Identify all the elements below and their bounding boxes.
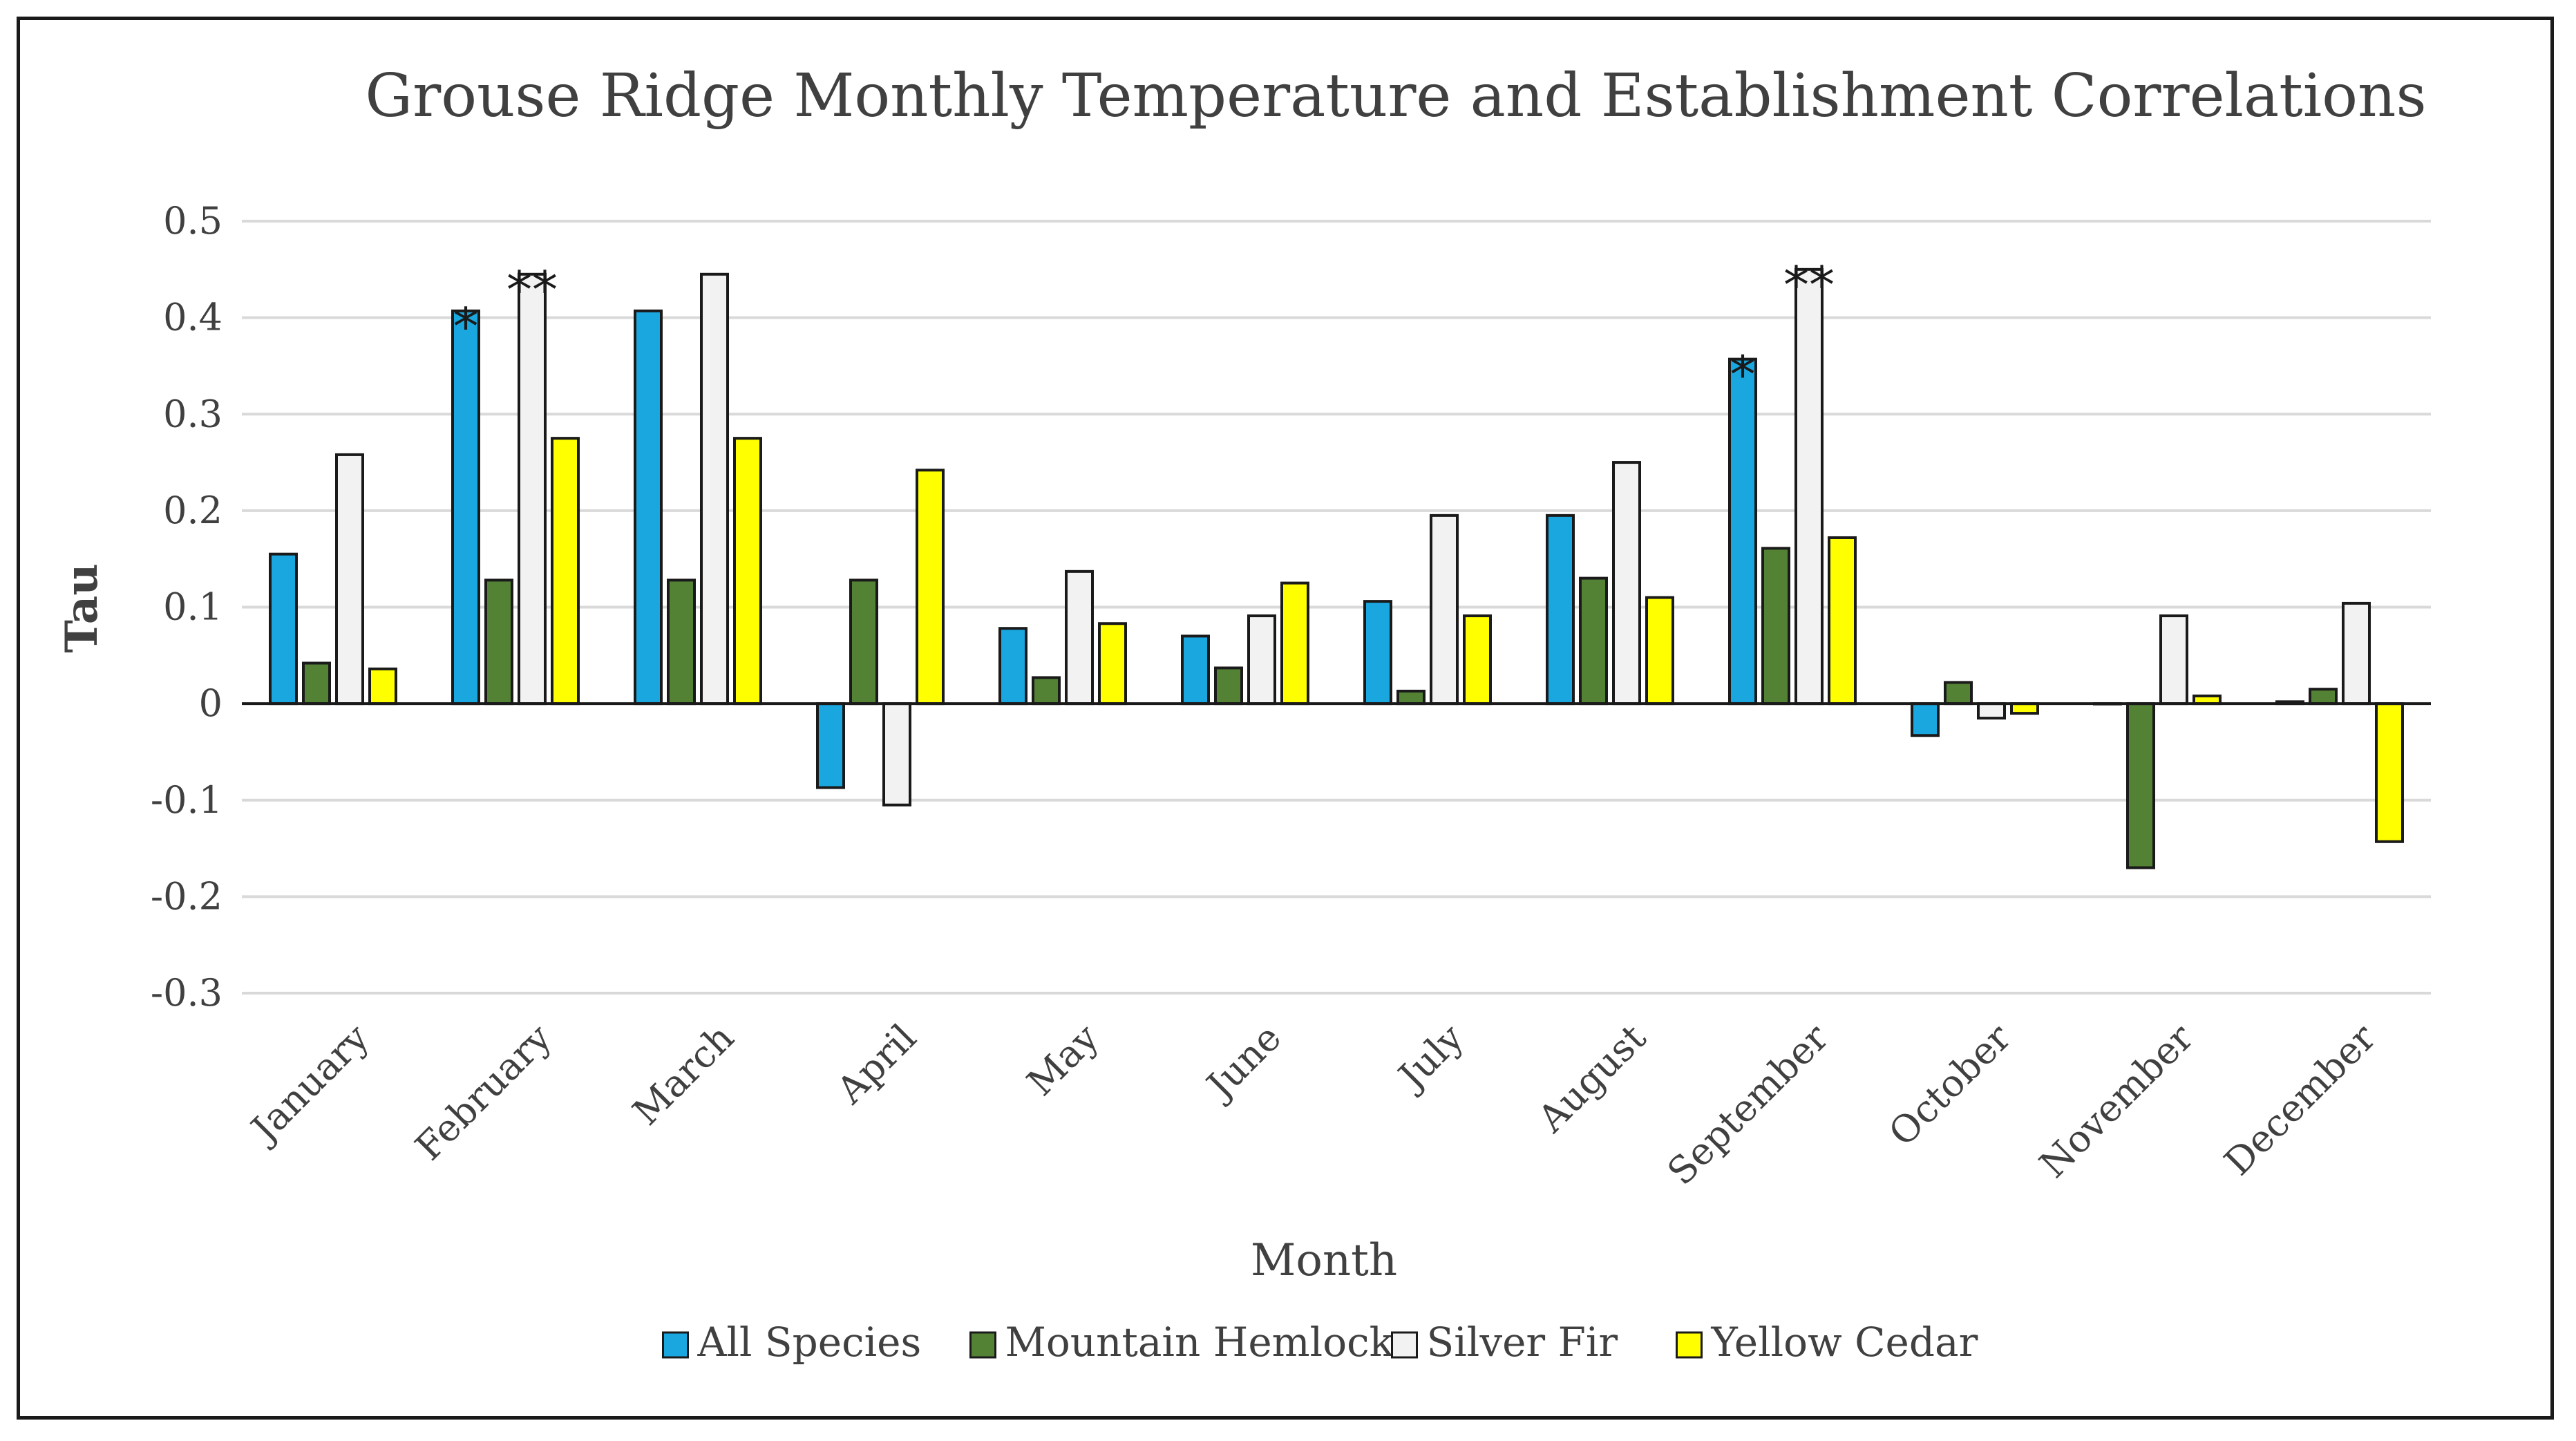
x-tick-label: November (2032, 1016, 2202, 1187)
bar (1612, 461, 1641, 706)
legend-label: Silver Fir (1427, 1319, 1618, 1366)
bar (1098, 622, 1127, 706)
bar (368, 667, 397, 706)
bar (1463, 614, 1492, 706)
y-axis-ticks: 0.5 0.4 0.3 0.2 0.1 0 -0.1 -0.2 -0.3 (151, 199, 222, 1015)
legend-swatch (1676, 1331, 1703, 1359)
gridlines (242, 220, 2431, 995)
y-tick-label: -0.3 (151, 971, 222, 1015)
bar (1546, 514, 1575, 706)
bar (335, 453, 364, 706)
chart-frame (17, 17, 2554, 1420)
y-tick-label: 0 (199, 681, 222, 725)
x-tick-label: December (2216, 1016, 2384, 1184)
x-tick-label: October (1880, 1016, 2019, 1155)
bar (1794, 267, 1824, 706)
bar (2375, 702, 2404, 843)
bar (451, 309, 480, 706)
bar (733, 437, 762, 706)
legend-label: All Species (697, 1319, 922, 1366)
bar (1728, 357, 1757, 706)
legend-label: Mountain Hemlock (1005, 1319, 1394, 1366)
x-tick-label: September (1659, 1016, 1837, 1194)
bar (667, 578, 696, 706)
x-tick-label: March (625, 1016, 743, 1134)
chart-title: Grouse Ridge Monthly Temperature and Est… (365, 62, 2426, 131)
x-axis-ticks: January February March April May June July Augu… (240, 1015, 2384, 1194)
bar (302, 661, 331, 706)
x-tick-label: February (407, 1015, 560, 1169)
bar (1214, 666, 1243, 706)
bar (700, 272, 729, 706)
bar (1247, 614, 1276, 706)
bar (1181, 634, 1210, 706)
bar (1430, 514, 1459, 706)
x-tick-label: May (1019, 1015, 1107, 1104)
y-tick-label: 0.4 (163, 296, 222, 339)
bar (2010, 702, 2039, 715)
bar (1363, 600, 1392, 706)
y-tick-label: 0.5 (163, 199, 222, 243)
y-tick-label: 0.1 (163, 585, 222, 629)
x-tick-label: August (1529, 1015, 1655, 1141)
bar (816, 702, 845, 789)
y-tick-label: 0.2 (163, 489, 222, 532)
bar (634, 309, 663, 706)
bar (849, 578, 878, 706)
x-tick-label: April (828, 1016, 925, 1113)
y-tick-label: 0.3 (163, 392, 222, 435)
bar (1645, 596, 1674, 706)
bar (916, 469, 945, 706)
bars (269, 267, 2404, 869)
significance-marker: * (1730, 346, 1756, 405)
legend: All Species Mountain Hemlock Silver Fir Yel… (662, 1319, 1978, 1366)
legend-label: Yellow Cedar (1711, 1319, 1978, 1366)
bar (1032, 676, 1061, 706)
bar (1280, 581, 1309, 706)
bar (1396, 689, 1426, 706)
x-tick-label: January (240, 1015, 377, 1152)
bar (1065, 569, 1094, 706)
bar (269, 552, 298, 706)
bar (518, 272, 547, 706)
bar (2159, 614, 2188, 706)
bar (2309, 688, 2338, 706)
bar (1944, 681, 1973, 706)
bar (1977, 702, 2006, 720)
bar (1911, 702, 1940, 737)
bar (551, 437, 580, 706)
y-tick-label: -0.2 (151, 874, 222, 918)
legend-swatch (1391, 1331, 1418, 1359)
significance-marker: ** (506, 261, 558, 320)
bar (2126, 702, 2155, 869)
x-axis-label: Month (1251, 1235, 1397, 1286)
legend-swatch (969, 1331, 996, 1359)
bar (1579, 576, 1608, 706)
bar (998, 627, 1027, 706)
bar (1828, 536, 1857, 706)
y-tick-label: -0.1 (151, 778, 222, 822)
y-axis-label: Tau (56, 563, 108, 653)
x-tick-label: July (1388, 1015, 1472, 1100)
bar (484, 578, 513, 706)
bar (2342, 601, 2371, 706)
significance-marker: * (453, 297, 479, 357)
legend-swatch (662, 1331, 689, 1359)
significance-annotations: ****** (453, 256, 1835, 405)
bar (882, 702, 911, 807)
bar (1761, 547, 1790, 706)
x-tick-label: June (1196, 1016, 1289, 1109)
significance-marker: ** (1783, 256, 1835, 315)
